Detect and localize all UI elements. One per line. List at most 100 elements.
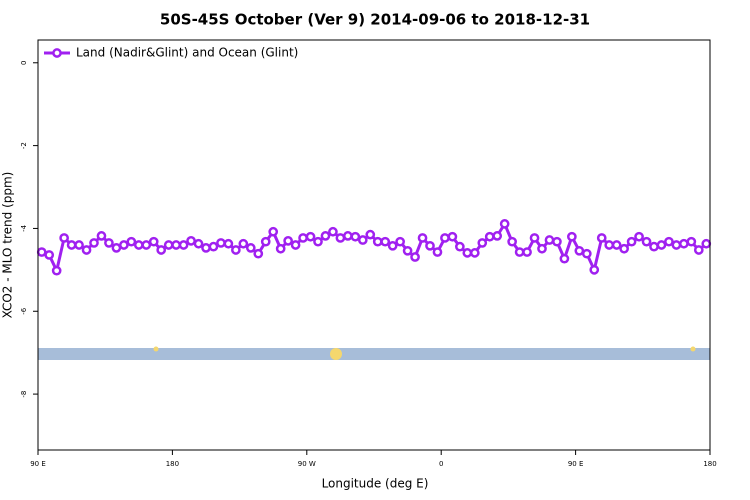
data-point [133,240,144,250]
legend-label: Land (Nadir&Glint) and Ocean (Glint) [76,46,298,60]
data-point [581,248,592,259]
y-tick-label: -4 [20,224,28,232]
data-point [641,236,652,247]
data-point [216,238,226,248]
data-point [163,240,174,250]
data-point [649,241,659,252]
data-point [96,231,107,241]
data-point [604,240,615,250]
data-point [395,236,405,247]
data-point [51,265,62,276]
data-point [372,236,383,247]
data-point [529,233,540,243]
data-point [74,240,84,250]
data-point [552,236,562,247]
data-point [245,243,256,253]
data-point [693,245,704,255]
y-tick-label: -8 [20,391,28,398]
data-point [387,240,398,251]
data-point [44,250,55,260]
x-tick-label: 0 [439,460,443,468]
data-point [268,226,279,237]
data-point [701,238,712,249]
data-point [231,245,241,255]
data-point [111,243,122,253]
data-point [171,240,181,250]
data-point [380,236,391,247]
y-axis-label: XCO2 - MLO trend (ppm) [1,172,15,319]
data-point [679,238,689,249]
data-point [238,238,249,249]
data-point [514,247,525,257]
band-marker [153,346,159,352]
data-point [260,236,271,247]
data-point [89,238,99,248]
data-point [343,231,353,241]
data-point [522,247,532,257]
x-tick-label: 90 E [30,460,46,468]
data-point [671,240,682,250]
data-point [335,233,346,243]
data-point [283,236,293,246]
data-point [178,240,189,250]
data-point [507,236,517,247]
data-point [455,241,465,252]
x-tick-label: 180 [166,460,179,468]
x-axis-label: Longitude (deg E) [322,477,429,491]
data-point [686,236,697,247]
x-tick-label: 90 W [298,460,316,468]
data-point [477,238,488,248]
data-point [537,243,547,254]
data-point [148,236,159,247]
data-point [350,231,361,242]
data-point [574,245,585,256]
data-point [156,245,167,255]
data-point [410,252,420,262]
data-point [432,247,443,257]
data-point [126,236,137,247]
data-point [611,240,622,250]
data-point [402,245,413,256]
data-point [499,219,510,229]
data-point [365,229,376,240]
data-point [290,240,301,250]
data-point [559,253,570,264]
data-point [201,243,211,253]
data-point [36,247,47,257]
data-point [589,264,600,275]
data-point [104,238,114,248]
y-tick-label: 0 [20,61,28,65]
data-point [417,233,428,243]
data-point [298,233,308,243]
data-point [66,240,77,250]
data-point [357,235,368,245]
data-point [253,248,264,259]
data-point [634,231,644,242]
data-point [440,233,450,243]
data-point [208,241,219,252]
data-point [193,238,204,249]
data-point [447,231,458,242]
band-marker [330,348,342,360]
data-point [275,243,286,254]
data-point [596,233,607,243]
data-point [656,240,667,250]
data-point [313,236,323,247]
data-point [141,240,152,250]
data-point [462,248,473,258]
plot-frame [37,39,711,451]
band-marker [690,346,696,352]
legend-marker [52,48,62,58]
data-point [469,248,480,258]
surface-band [38,348,710,360]
data-point [425,240,435,251]
data-point [320,231,331,241]
y-tick-label: -6 [20,307,28,315]
chart-title: 50S-45S October (Ver 9) 2014-09-06 to 20… [160,11,590,29]
data-point [492,231,503,241]
plot-area [36,219,712,276]
data-point [119,240,129,250]
data-point [567,231,577,242]
data-point [81,245,92,255]
